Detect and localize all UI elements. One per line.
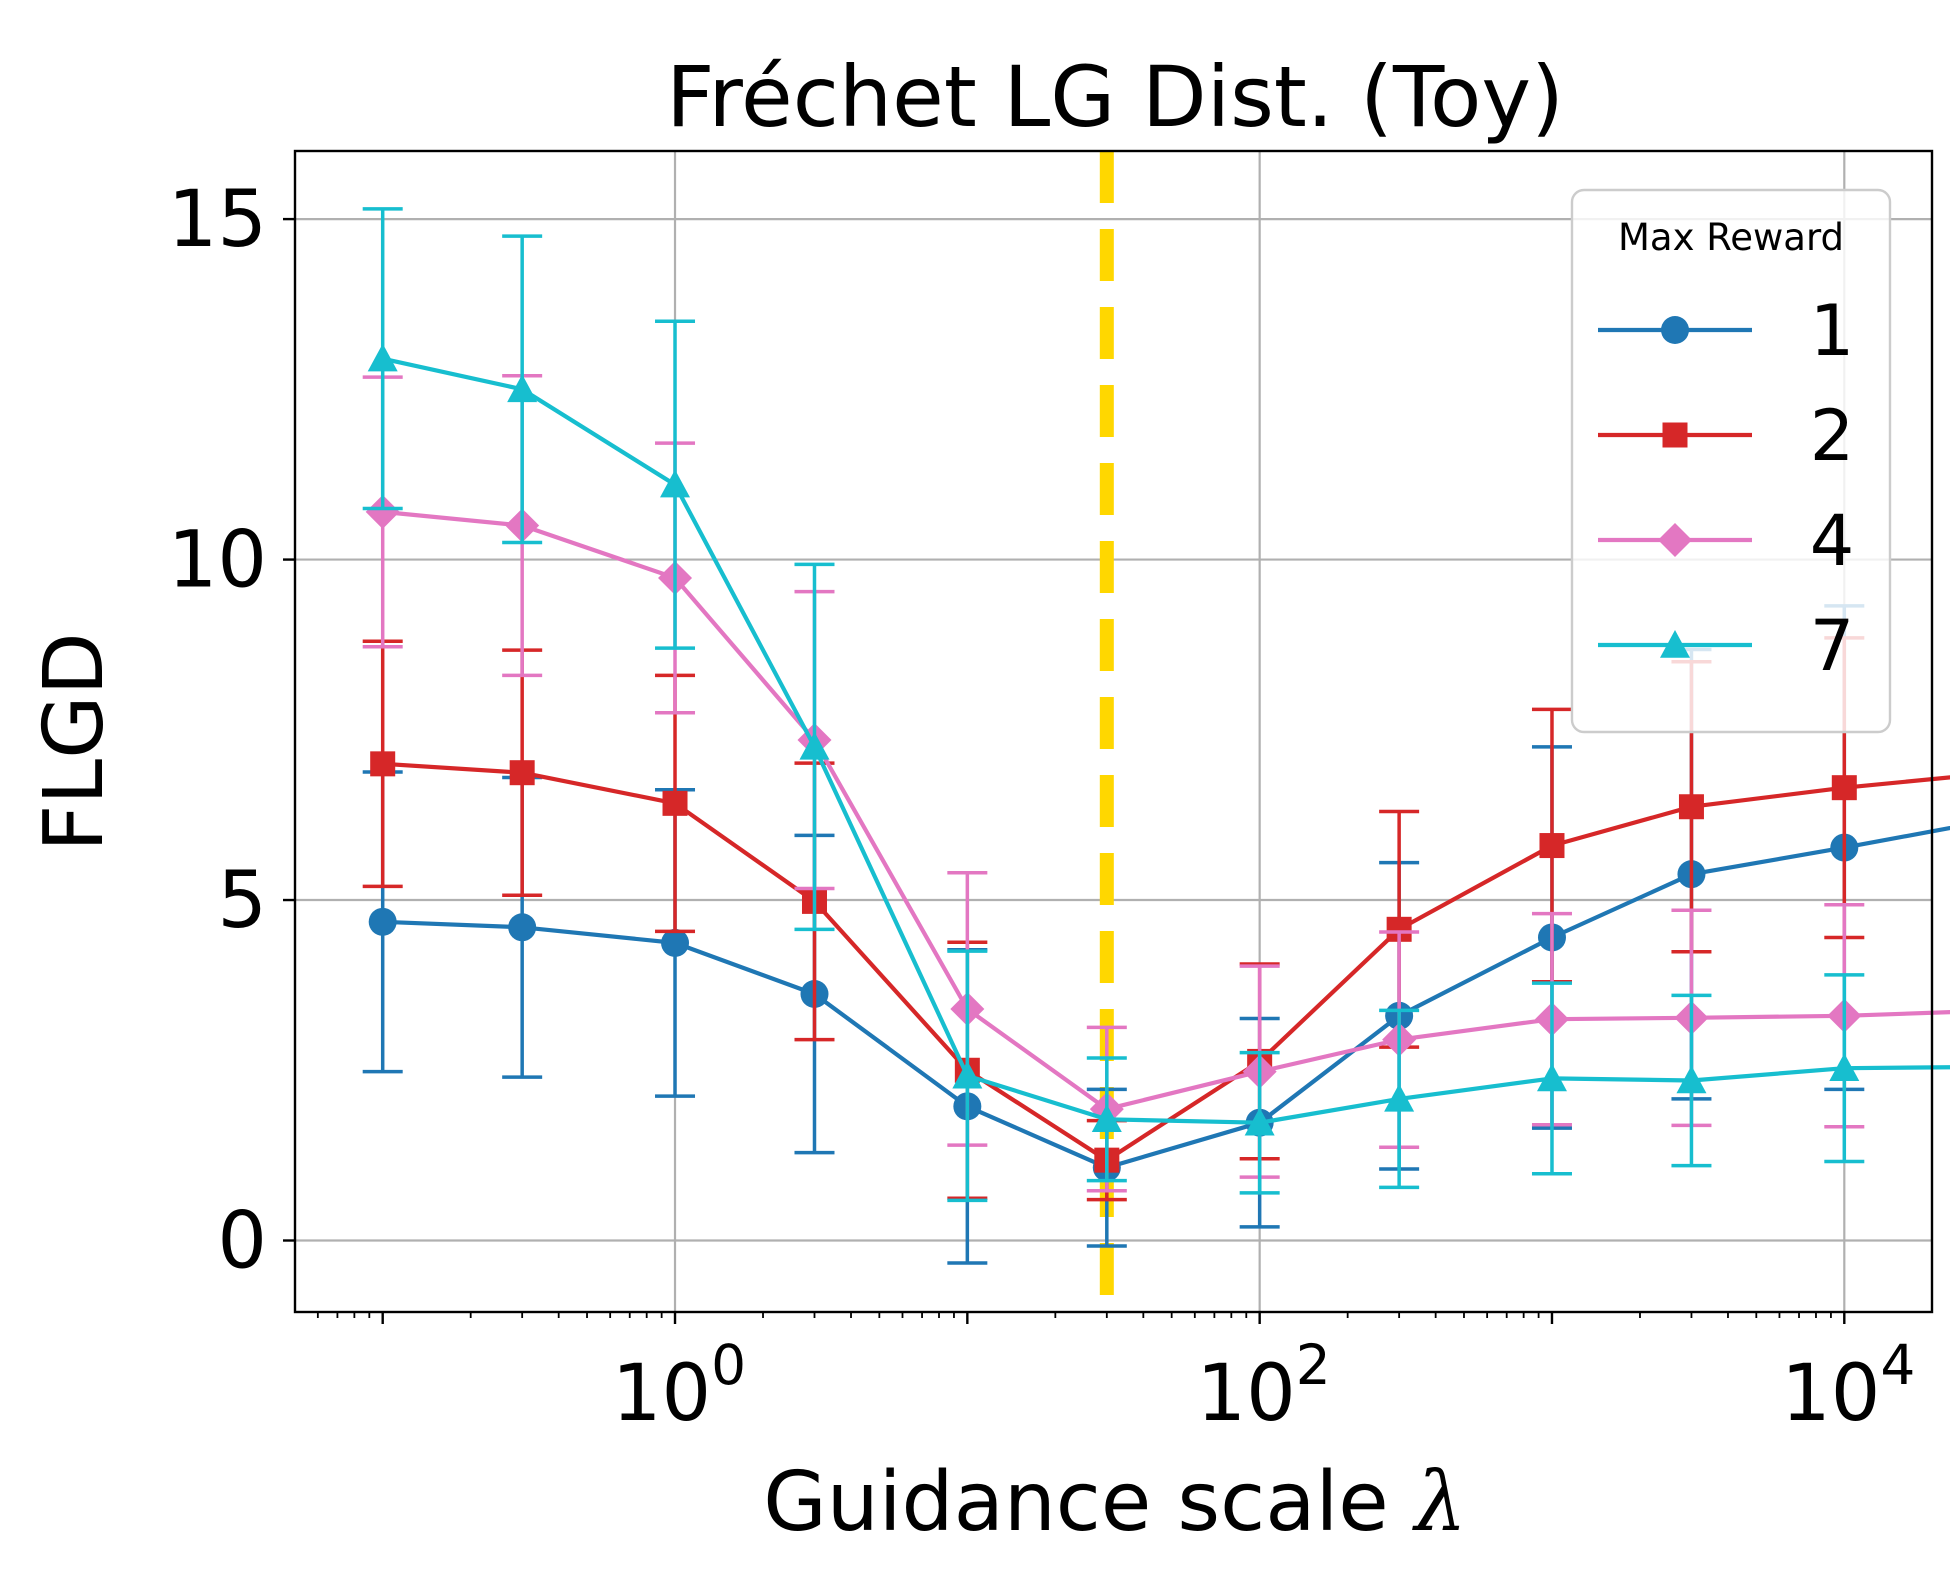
chart-title: Fréchet LG Dist. (Toy) xyxy=(666,48,1564,146)
legend-label-1: 1 xyxy=(1810,290,1855,372)
y-tick-label-1: 5 xyxy=(217,856,267,946)
frame-layer xyxy=(293,149,1934,1314)
point-7-4 xyxy=(952,1060,983,1089)
legend-label-4: 4 xyxy=(1810,500,1855,582)
point-7-9 xyxy=(1676,1065,1707,1094)
point-7-3 xyxy=(799,731,830,760)
point-1-0 xyxy=(368,907,397,936)
x-axis-label-text: Guidance scale xyxy=(763,1455,1388,1550)
point-7-8 xyxy=(1536,1063,1567,1092)
x-tick-exp-1: 2 xyxy=(1296,1333,1331,1397)
x-tick-label-0: 100 xyxy=(612,1333,746,1439)
y-tick-label-2: 10 xyxy=(168,516,267,606)
legend-entry-4: 4 xyxy=(1598,500,1854,582)
legend: Max Reward 1 2 4 7 xyxy=(1570,188,1892,734)
legend-label-7: 7 xyxy=(1810,605,1855,687)
x-tick-label-2: 104 xyxy=(1781,1333,1915,1439)
y-tick-label-0: 0 xyxy=(217,1197,267,1287)
x-tick-base-1: 10 xyxy=(1197,1349,1296,1439)
series-7 xyxy=(362,207,1950,1203)
y-tick-label-3: 15 xyxy=(168,175,267,265)
point-7-6 xyxy=(1244,1107,1275,1136)
y-axis-label: FLGD xyxy=(27,632,122,852)
point-7-0 xyxy=(367,343,398,372)
point-1-1 xyxy=(508,913,537,942)
legend-marker-1 xyxy=(1661,316,1689,344)
point-1-2 xyxy=(661,928,690,957)
legend-label-2: 2 xyxy=(1810,395,1855,477)
legend-entry-2: 2 xyxy=(1598,395,1854,477)
legend-marker-4 xyxy=(1658,523,1692,557)
x-tick-exp-2: 4 xyxy=(1880,1333,1915,1397)
point-2-10 xyxy=(1831,775,1857,801)
point-7-7 xyxy=(1384,1083,1415,1112)
legend-entry-7: 7 xyxy=(1598,605,1854,687)
legend-box xyxy=(1570,188,1892,734)
x-tick-label-1: 102 xyxy=(1197,1333,1331,1439)
legend-marker-2 xyxy=(1662,422,1688,448)
x-tick-base-2: 10 xyxy=(1781,1349,1880,1439)
point-7-1 xyxy=(507,374,538,403)
point-7-5 xyxy=(1091,1104,1122,1133)
point-2-9 xyxy=(1678,794,1704,820)
legend-title: Max Reward xyxy=(1618,216,1844,259)
x-axis-label: Guidance scale λ xyxy=(763,1455,1467,1550)
plot-frame xyxy=(293,149,1934,1314)
point-4-0 xyxy=(365,494,400,529)
point-2-0 xyxy=(370,751,396,777)
x-axis-label-symbol: λ xyxy=(1412,1455,1467,1550)
point-2-2 xyxy=(662,790,688,816)
point-7-10 xyxy=(1829,1053,1860,1081)
plot-layer xyxy=(362,151,1950,1312)
point-2-1 xyxy=(509,760,535,786)
point-2-8 xyxy=(1539,833,1565,859)
point-7-2 xyxy=(660,469,691,498)
x-tick-exp-0: 0 xyxy=(711,1333,746,1397)
legend-entry-1: 1 xyxy=(1598,290,1854,372)
x-tick-base-0: 10 xyxy=(612,1349,711,1439)
legend-marker-7 xyxy=(1660,630,1690,658)
